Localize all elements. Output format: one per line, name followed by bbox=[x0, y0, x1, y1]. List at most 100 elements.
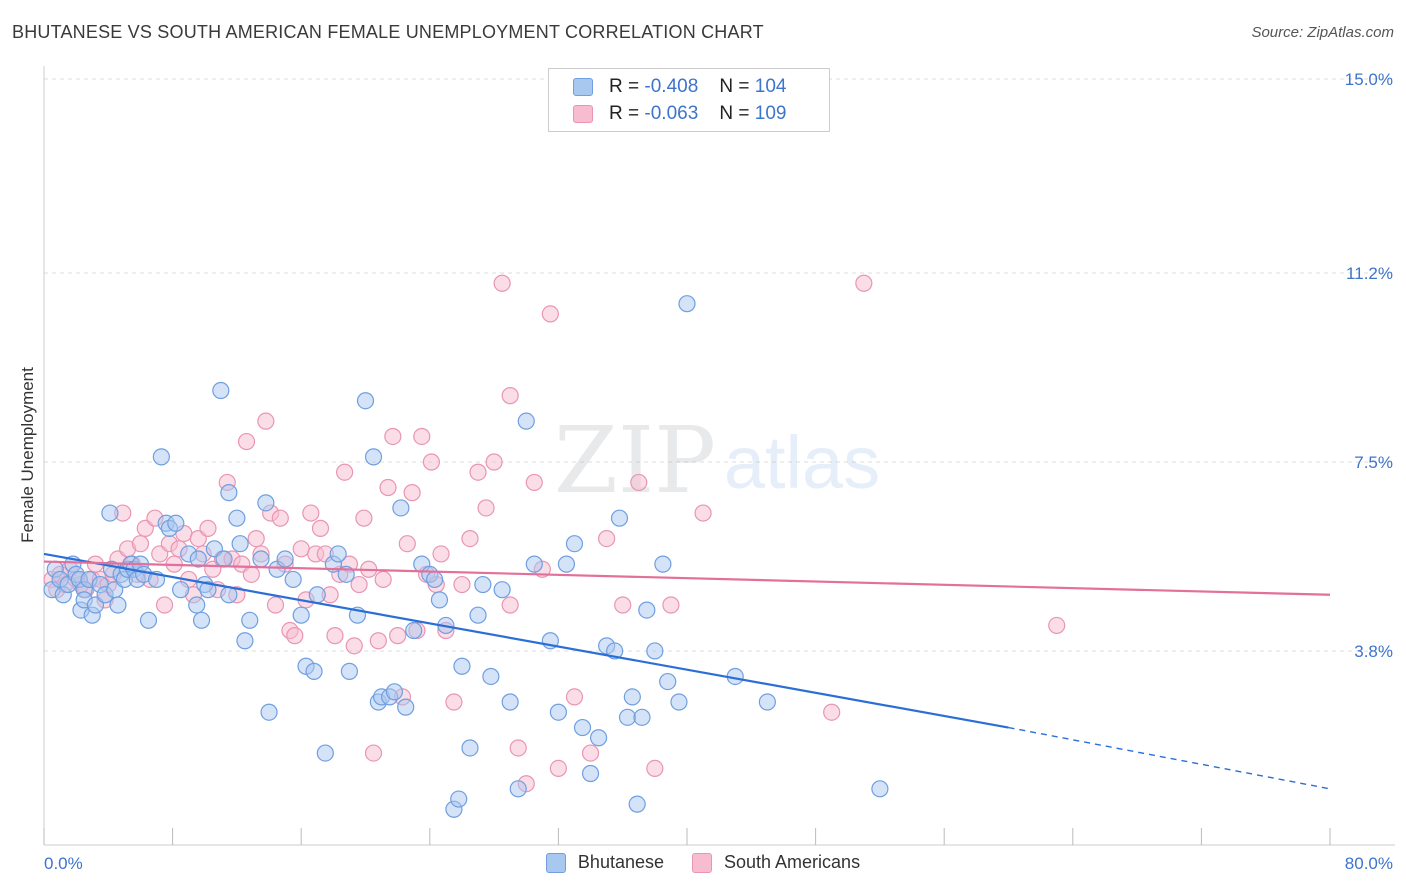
bhutanese-point bbox=[109, 596, 127, 614]
bhutanese-point bbox=[557, 555, 576, 573]
bhutanese-point bbox=[623, 688, 641, 706]
south-american-point bbox=[131, 535, 150, 553]
bhutanese-point bbox=[482, 667, 500, 686]
legend-n-value: 109 bbox=[754, 103, 787, 124]
bhutanese-point bbox=[589, 729, 608, 747]
bhutanese-point bbox=[215, 550, 233, 568]
south-american-point bbox=[345, 637, 363, 655]
south-american-point bbox=[364, 744, 383, 762]
south-american-point bbox=[445, 693, 463, 711]
legend-row-bhutanese: R = -0.408 N = 104 bbox=[573, 75, 786, 99]
south-american-point bbox=[286, 627, 304, 645]
bhutanese-point bbox=[493, 581, 511, 599]
x-tick-label: 80.0% bbox=[1345, 854, 1393, 873]
south-american-point bbox=[292, 540, 310, 558]
watermark-atlas: atlas bbox=[724, 421, 880, 504]
bhutanese-point bbox=[292, 606, 310, 624]
south-american-point bbox=[855, 274, 873, 292]
bhutanese-point bbox=[385, 683, 404, 701]
bhutanese-point bbox=[236, 632, 254, 650]
bhutanese-point bbox=[426, 570, 444, 589]
bhutanese-point bbox=[469, 606, 487, 624]
bhutanese-point bbox=[276, 550, 294, 568]
bhutanese-point bbox=[461, 739, 479, 757]
south-american-trend-line bbox=[43, 560, 1331, 596]
bhutanese-point bbox=[172, 581, 190, 599]
bhutanese-point bbox=[308, 586, 326, 604]
bhutanese-point bbox=[573, 718, 592, 737]
south-american-point bbox=[384, 427, 402, 446]
legend-n-label: N = bbox=[719, 103, 750, 124]
bhutanese-point bbox=[430, 591, 449, 609]
south-american-point bbox=[266, 596, 285, 614]
bhutanese-point bbox=[633, 708, 651, 726]
south-american-point bbox=[461, 529, 479, 548]
blue-swatch bbox=[573, 78, 593, 96]
legend-r-value: -0.408 bbox=[644, 76, 699, 97]
y-tick-label: 7.5% bbox=[1354, 453, 1393, 472]
points-layer bbox=[43, 274, 1066, 818]
bhutanese-point bbox=[228, 509, 246, 527]
south-american-point bbox=[614, 596, 632, 614]
bhutanese-point bbox=[670, 693, 688, 711]
bhutanese-point bbox=[565, 535, 584, 553]
tick-labels: 3.8% 7.5% 11.2% 15.0% 0.0% 80.0% bbox=[44, 70, 1393, 873]
south-american-point bbox=[581, 744, 600, 762]
bhutanese-point bbox=[252, 550, 270, 568]
south-american-point bbox=[355, 509, 373, 527]
legend-n-value: 104 bbox=[754, 76, 787, 97]
south-american-point bbox=[403, 484, 421, 502]
south-american-point bbox=[326, 627, 344, 645]
legend-label: South Americans bbox=[724, 852, 861, 872]
bhutanese-point bbox=[758, 693, 776, 711]
south-american-point bbox=[199, 519, 217, 537]
series-legend: Bhutanese South Americans bbox=[0, 852, 1406, 873]
axes bbox=[43, 66, 1395, 846]
south-american-point bbox=[369, 632, 387, 650]
south-american-point bbox=[413, 427, 431, 446]
bhutanese-point bbox=[646, 642, 664, 660]
legend-r-label: R = bbox=[609, 76, 640, 97]
south-american-point bbox=[389, 627, 407, 645]
bhutanese-point bbox=[628, 795, 646, 813]
bhutanese-point bbox=[618, 708, 637, 726]
bhutanese-point bbox=[329, 545, 347, 563]
south-american-point bbox=[271, 509, 289, 527]
south-american-point bbox=[509, 739, 527, 757]
bhutanese-point bbox=[241, 611, 259, 629]
trend-lines bbox=[43, 552, 1331, 790]
bhutanese-point bbox=[654, 555, 672, 573]
pink-swatch bbox=[692, 852, 712, 873]
bhutanese-point bbox=[525, 555, 543, 573]
south-american-point bbox=[247, 529, 265, 548]
south-american-point bbox=[662, 596, 680, 614]
south-american-point bbox=[432, 545, 450, 563]
south-american-point bbox=[469, 463, 487, 481]
legend-r-value: -0.063 bbox=[644, 103, 699, 124]
south-american-point bbox=[379, 478, 397, 497]
south-american-point bbox=[453, 575, 471, 594]
south-american-point bbox=[549, 759, 568, 778]
bhutanese-point bbox=[257, 494, 275, 512]
x-tick-label: 0.0% bbox=[44, 854, 83, 873]
bhutanese-point bbox=[101, 504, 119, 522]
legend-n-label: N = bbox=[719, 76, 750, 97]
south-american-point bbox=[565, 688, 584, 706]
y-tick-label: 3.8% bbox=[1354, 642, 1393, 661]
bhutanese-point bbox=[364, 448, 383, 466]
bhutanese-point bbox=[474, 575, 492, 594]
south-american-point bbox=[350, 575, 368, 594]
bhutanese-point bbox=[356, 392, 375, 410]
south-american-point bbox=[493, 274, 511, 292]
south-american-point bbox=[630, 473, 648, 492]
bhutanese-point bbox=[188, 596, 206, 614]
bhutanese-point bbox=[316, 744, 334, 762]
bhutanese-point bbox=[167, 514, 185, 532]
bhutanese-point bbox=[199, 581, 217, 599]
bhutanese-point bbox=[260, 703, 278, 721]
legend-label: Bhutanese bbox=[577, 852, 664, 872]
bhutanese-point bbox=[405, 621, 423, 640]
south-american-point bbox=[302, 504, 320, 522]
watermark: ZIP atlas bbox=[554, 407, 880, 514]
source-label: Source: ZipAtlas.com bbox=[1251, 24, 1394, 41]
